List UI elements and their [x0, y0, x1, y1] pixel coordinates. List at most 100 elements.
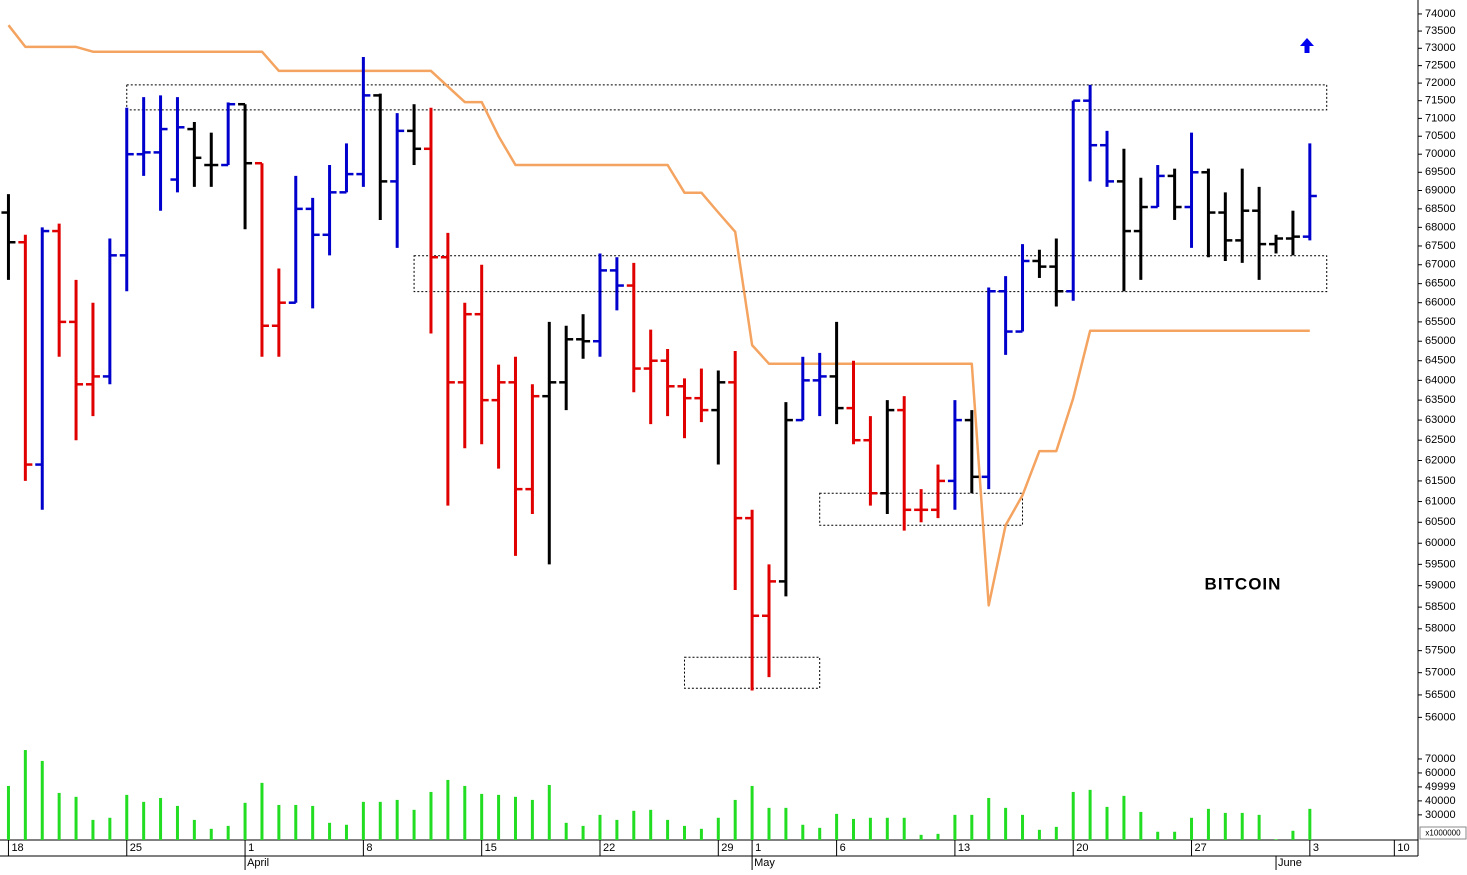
volume-bar [378, 801, 382, 840]
x-tick-label: 15 [485, 842, 497, 854]
volume-bar [1206, 808, 1210, 840]
y-tick-label: 58000 [1425, 623, 1456, 635]
volume-bar [6, 785, 10, 840]
volume-bar [1105, 806, 1109, 840]
volume-bar [294, 804, 298, 840]
volume-bar [902, 817, 906, 840]
volume-bar [649, 809, 653, 840]
volume-bar [682, 825, 686, 840]
volume-bar [192, 819, 196, 840]
y-tick-label: 57500 [1425, 645, 1456, 657]
y-tick-label: 56500 [1425, 689, 1456, 701]
volume-bar [446, 779, 450, 840]
volume-bar [226, 825, 230, 840]
volume-bar [564, 822, 568, 840]
volume-bar [497, 794, 501, 840]
y-tick-label: 67000 [1425, 259, 1456, 271]
volume-bar [277, 804, 281, 840]
volume-bar [547, 784, 551, 840]
y-tick-label: 59000 [1425, 580, 1456, 592]
volume-bar [1173, 831, 1177, 840]
volume-bar [632, 810, 636, 840]
x-tick-label: 1 [755, 842, 761, 854]
y-tick-label: 60500 [1425, 516, 1456, 528]
volume-bar [987, 797, 991, 840]
y-tick-label: 63500 [1425, 394, 1456, 406]
volume-bar [733, 799, 737, 840]
volume-bar [1037, 829, 1041, 840]
volume-bar [784, 807, 788, 840]
volume-bar [1274, 839, 1278, 840]
volume-unit: x1000000 [1425, 829, 1461, 838]
y-tick-label: 68500 [1425, 203, 1456, 215]
volume-bar [716, 817, 720, 840]
y-tick-label: 72000 [1425, 77, 1456, 89]
volume-bar [23, 750, 27, 840]
volume-bar [1291, 830, 1295, 840]
volume-bar [463, 785, 467, 840]
volume-bar [919, 834, 923, 840]
volume-bar [1004, 807, 1008, 840]
y-tick-label: 64500 [1425, 355, 1456, 367]
volume-tick-label: 30000 [1425, 809, 1456, 821]
y-tick-label: 67500 [1425, 240, 1456, 252]
volume-bar [429, 791, 433, 840]
volume-tick-label: 40000 [1425, 795, 1456, 807]
volume-bar [699, 828, 703, 840]
y-tick-label: 59500 [1425, 558, 1456, 570]
y-tick-label: 70500 [1425, 130, 1456, 142]
volume-bar [615, 819, 619, 840]
volume-bar [57, 792, 61, 840]
chart-title: BITCOIN [1205, 574, 1282, 593]
volume-bar [1071, 791, 1075, 840]
zone [413, 255, 1328, 293]
y-tick-label: 69000 [1425, 184, 1456, 196]
y-tick-label: 57000 [1425, 667, 1456, 679]
y-tick-label: 62500 [1425, 434, 1456, 446]
y-tick-label: 61000 [1425, 495, 1456, 507]
month-label: June [1278, 857, 1302, 869]
y-tick-label: 66000 [1425, 297, 1456, 309]
volume-bar [1156, 831, 1160, 840]
volume-bar [1190, 817, 1194, 840]
volume-bar [175, 805, 179, 840]
volume-bar [395, 799, 399, 840]
x-tick-label: 22 [603, 842, 615, 854]
volume-bar [666, 819, 670, 840]
volume-bar [530, 799, 534, 840]
y-tick-label: 73500 [1425, 25, 1456, 37]
volume-bar [260, 782, 264, 840]
volume-unit-box [1419, 826, 1467, 840]
volume-bar [480, 793, 484, 840]
x-tick-label: 18 [11, 842, 23, 854]
volume-bar [125, 794, 129, 840]
volume-bar [328, 822, 332, 840]
volume-bar [852, 818, 856, 840]
x-tick-label: 27 [1195, 842, 1207, 854]
y-tick-label: 74000 [1425, 8, 1456, 20]
y-tick-label: 71500 [1425, 95, 1456, 107]
x-tick-label: 8 [366, 842, 372, 854]
volume-bar [835, 813, 839, 840]
volume-tick-label: 49999 [1425, 781, 1456, 793]
x-tick-label: 6 [840, 842, 846, 854]
month-label: May [754, 857, 775, 869]
x-tick-label: 10 [1397, 842, 1409, 854]
x-tick-label: 3 [1313, 842, 1319, 854]
volume-bar [750, 785, 754, 840]
x-tick-label: 29 [721, 842, 733, 854]
month-label: April [247, 857, 269, 869]
volume-bar [598, 814, 602, 840]
y-tick-label: 63000 [1425, 414, 1456, 426]
x-tick-label: 1 [248, 842, 254, 854]
volume-bar [868, 817, 872, 840]
volume-bar [91, 819, 95, 840]
volume-tick-label: 70000 [1425, 753, 1456, 765]
volume-bar [209, 828, 213, 840]
volume-bar [1223, 812, 1227, 840]
volume-bar [953, 814, 957, 840]
volume-bar [1240, 812, 1244, 840]
volume-bar [344, 824, 348, 840]
